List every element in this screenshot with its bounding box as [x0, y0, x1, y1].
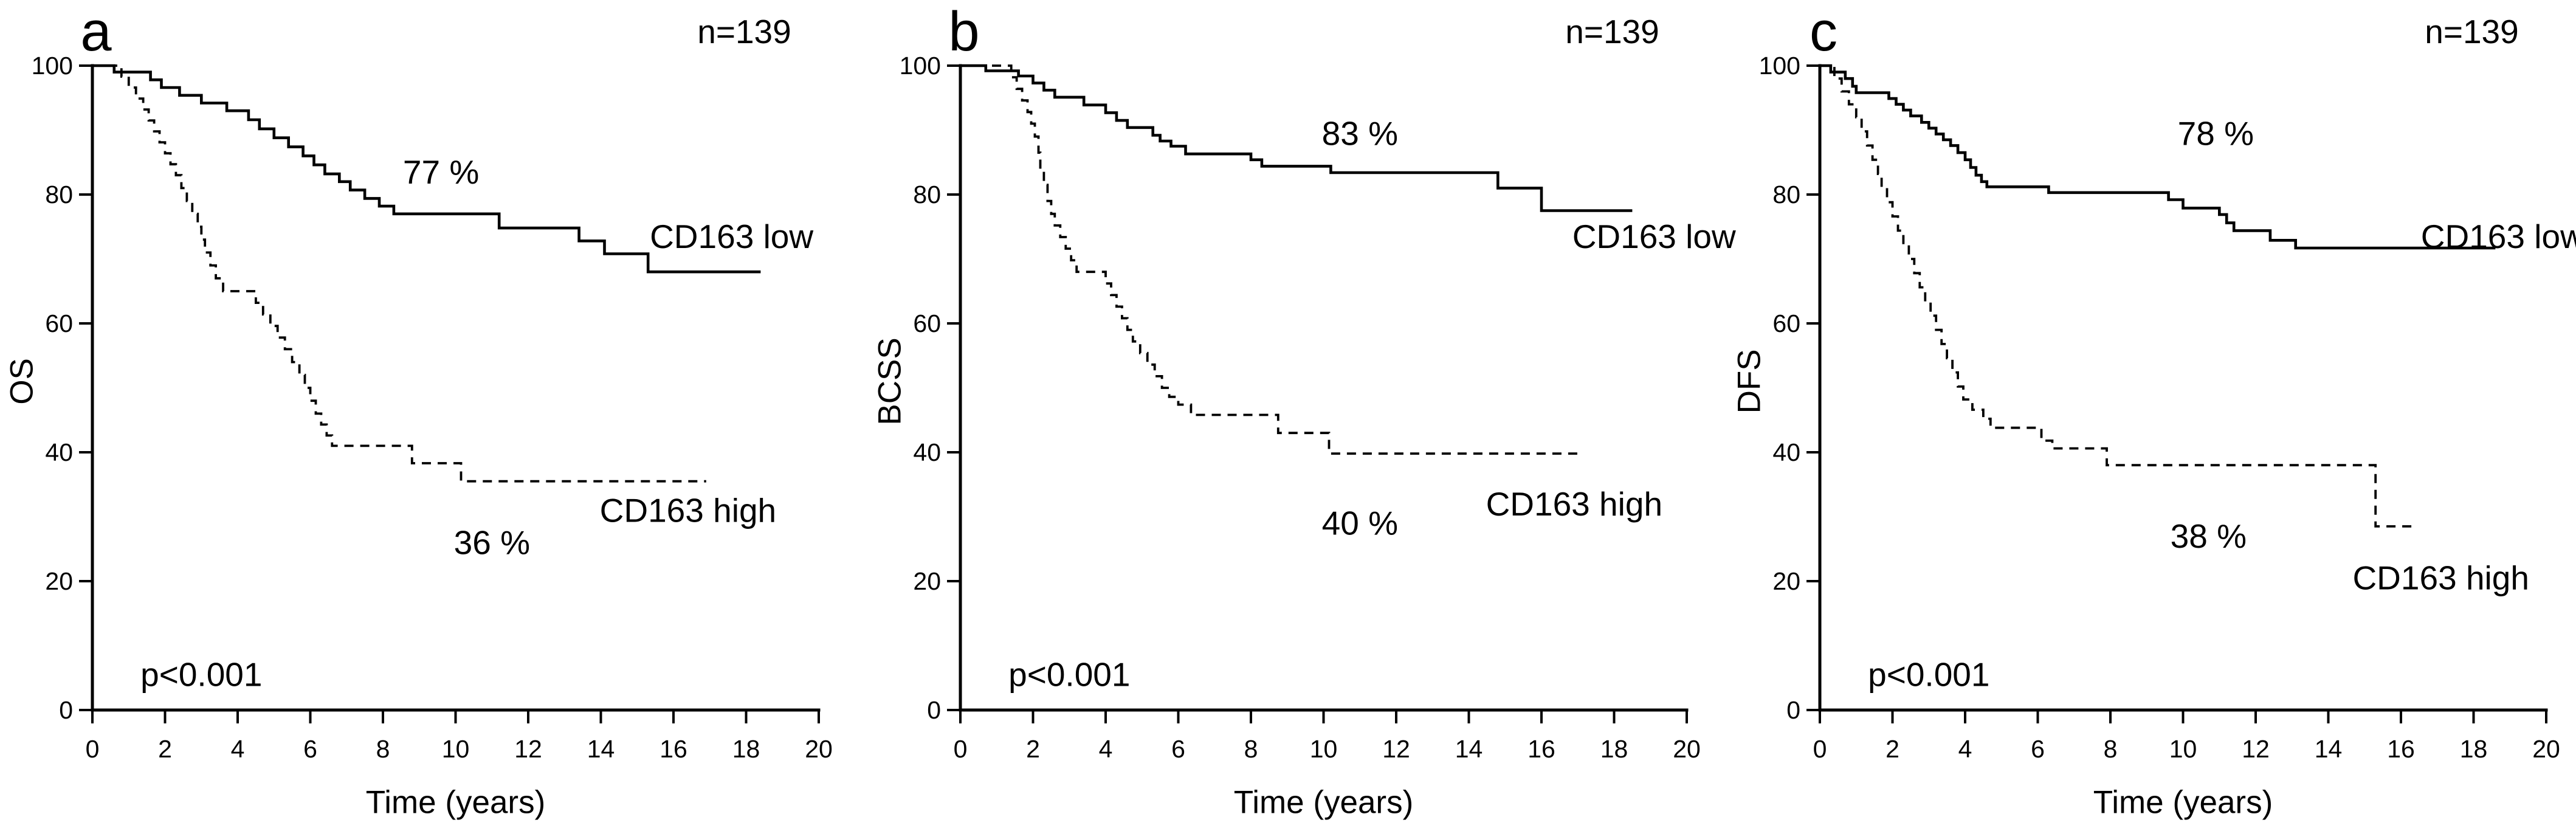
y-tick-label: 80: [1772, 181, 1800, 209]
y-tick-label: 80: [45, 181, 73, 209]
series-label-cd163-high: CD163 high: [1486, 485, 1662, 523]
y-tick-label: 0: [927, 696, 941, 724]
series-label-cd163-low: CD163 low: [2421, 218, 2576, 255]
x-tick-label: 2: [1886, 735, 1899, 763]
x-tick-label: 16: [1527, 735, 1555, 763]
y-axis-title: DFS: [1732, 349, 1768, 413]
x-tick-label: 8: [1244, 735, 1258, 763]
x-tick-label: 2: [1026, 735, 1040, 763]
p-value-label: p<0.001: [140, 656, 262, 694]
y-tick-label: 40: [45, 438, 73, 466]
x-tick-label: 12: [2242, 735, 2270, 763]
y-tick-label: 80: [913, 181, 941, 209]
y-tick-label: 40: [1772, 438, 1800, 466]
curve-cd163-low: [92, 64, 761, 274]
x-tick-label: 0: [954, 735, 968, 763]
y-tick-label: 60: [913, 309, 941, 337]
series-label-cd163-high: CD163 high: [600, 491, 776, 529]
x-tick-label: 10: [442, 735, 470, 763]
y-tick-label: 100: [32, 52, 73, 80]
n-count-label: n=139: [1565, 13, 1659, 50]
x-tick-label: 12: [1382, 735, 1410, 763]
curve-cd163-high: [92, 64, 706, 483]
curve-cd163-low: [1820, 64, 2496, 250]
x-tick-label: 12: [514, 735, 542, 763]
percent-low-label: 78 %: [2178, 114, 2254, 152]
y-tick-label: 40: [913, 438, 941, 466]
y-tick-label: 100: [900, 52, 941, 80]
x-tick-label: 4: [1099, 735, 1113, 763]
series-label-cd163-low: CD163 low: [1572, 218, 1736, 255]
x-tick-label: 18: [732, 735, 760, 763]
curve-cd163-high: [960, 64, 1582, 455]
x-axis-title: Time (years): [366, 785, 545, 821]
series-label-cd163-high: CD163 high: [2352, 559, 2529, 597]
panel-letter: a: [80, 1, 112, 63]
y-tick-label: 100: [1759, 52, 1800, 80]
percent-high-label: 38 %: [2171, 517, 2247, 555]
panel-b: b 0 20 40 60 80 100 0 2 4 6 8 10 12 14 16 18 20 Time (year…: [872, 1, 1736, 821]
x-tick-label: 8: [2104, 735, 2118, 763]
percent-low-label: 77 %: [403, 153, 479, 191]
x-tick-label: 10: [1310, 735, 1338, 763]
series-label-cd163-low: CD163 low: [650, 218, 813, 255]
x-tick-label: 14: [2315, 735, 2343, 763]
curve-cd163-low: [960, 64, 1633, 212]
x-tick-label: 16: [659, 735, 687, 763]
x-tick-label: 18: [2460, 735, 2488, 763]
curve-cd163-high: [1820, 64, 2416, 528]
x-tick-label: 4: [1958, 735, 1972, 763]
n-count-label: n=139: [2425, 13, 2518, 50]
x-tick-label: 4: [231, 735, 245, 763]
percent-low-label: 83 %: [1322, 114, 1398, 152]
p-value-label: p<0.001: [1868, 656, 1989, 694]
panel-letter: c: [1810, 1, 1837, 63]
panel-a: a 0 20 40 60 80 100 0 2 4 6 8 10 12 14 16 18 20 Time (year…: [4, 1, 833, 821]
x-tick-label: 20: [1673, 735, 1701, 763]
y-tick-label: 0: [59, 696, 73, 724]
p-value-label: p<0.001: [1008, 656, 1130, 694]
x-tick-label: 18: [1600, 735, 1628, 763]
x-tick-label: 8: [376, 735, 390, 763]
x-tick-label: 6: [1171, 735, 1185, 763]
percent-high-label: 40 %: [1322, 505, 1398, 542]
y-tick-label: 0: [1786, 696, 1800, 724]
x-tick-label: 6: [2031, 735, 2045, 763]
x-tick-label: 20: [2532, 735, 2560, 763]
x-axis-title: Time (years): [2093, 785, 2273, 821]
panel-c: c 0 20 40 60 80 100 0 2 4 6 8 10 12 14 16 18 20 Time (year…: [1732, 1, 2576, 821]
x-axis-title: Time (years): [1234, 785, 1413, 821]
y-axis-title: OS: [4, 358, 40, 405]
n-count-label: n=139: [697, 13, 791, 50]
y-tick-label: 20: [913, 567, 941, 595]
x-tick-label: 0: [1813, 735, 1827, 763]
x-tick-label: 2: [158, 735, 172, 763]
x-tick-label: 14: [1455, 735, 1483, 763]
y-tick-label: 60: [45, 309, 73, 337]
y-tick-label: 60: [1772, 309, 1800, 337]
y-tick-label: 20: [1772, 567, 1800, 595]
x-tick-label: 20: [805, 735, 833, 763]
x-tick-label: 14: [587, 735, 615, 763]
x-tick-label: 6: [303, 735, 317, 763]
panel-letter: b: [948, 1, 979, 63]
x-tick-label: 10: [2169, 735, 2197, 763]
x-tick-label: 0: [86, 735, 100, 763]
x-tick-label: 16: [2387, 735, 2415, 763]
y-tick-label: 20: [45, 567, 73, 595]
y-axis-title: BCSS: [872, 337, 908, 425]
percent-high-label: 36 %: [454, 523, 530, 561]
